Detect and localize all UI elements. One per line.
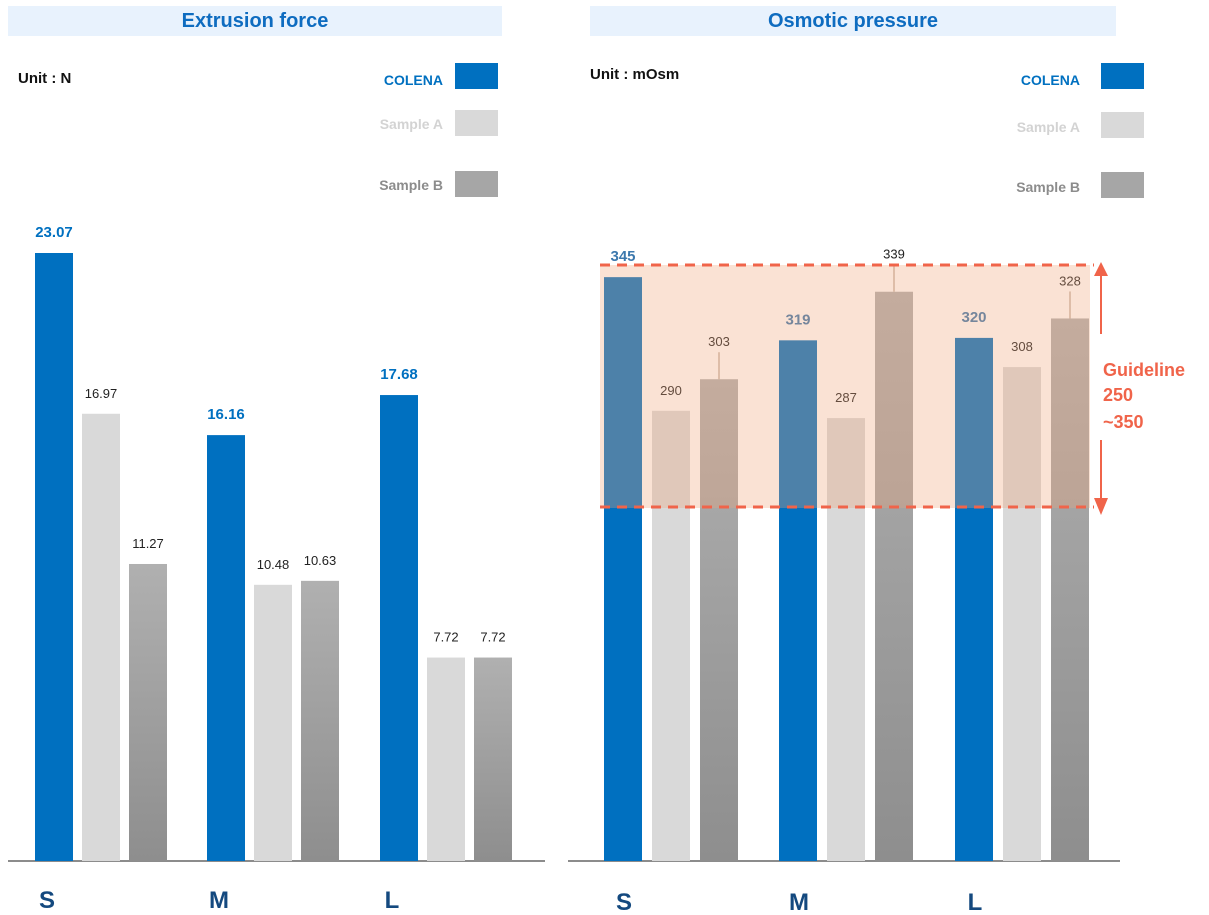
extrusion-bar-colena-s (35, 253, 73, 861)
guideline-text-line-3: ~350 (1103, 412, 1144, 432)
extrusion-label-colena-s: 23.07 (35, 224, 73, 241)
guideline-arrow-down-head (1094, 498, 1108, 515)
osmotic-bar-sample-b-l (1051, 318, 1089, 862)
extrusion-legend-sample-a-swatch (455, 110, 498, 136)
extrusion-label-colena-l: 17.68 (380, 366, 418, 383)
osmotic-label-sample-b-m: 339 (883, 247, 905, 262)
osmotic-legend-sample-a-swatch (1101, 112, 1144, 138)
guideline-text-line-2: 250 (1103, 385, 1133, 405)
extrusion-legend-colena-swatch (455, 63, 498, 89)
osmotic-unit: Unit : mOsm (590, 66, 680, 83)
extrusion-label-sample-a-l: 7.72 (433, 630, 458, 645)
osmotic-label-sample-a-s: 290 (660, 383, 682, 398)
osmotic-bar-colena-s (604, 277, 642, 861)
extrusion-category-s: S (39, 887, 55, 914)
osmotic-label-colena-s: 345 (610, 248, 635, 265)
guideline-annotation: Guideline 250 ~350 (600, 262, 1185, 515)
osmotic-bar-sample-a-m (827, 418, 865, 861)
extrusion-bar-sample-a-s (82, 413, 120, 861)
osmotic-bar-sample-a-s (652, 410, 690, 861)
osmotic-bar-colena-l (955, 337, 993, 861)
extrusion-chart: 23.07 16.97 11.27 S 16.16 10.48 10.63 M 17.68 7.7… (8, 224, 545, 914)
osmotic-bar-colena-m (779, 340, 817, 862)
osmotic-title: Osmotic pressure (590, 6, 1116, 36)
extrusion-legend-sample-a-label: Sample A (379, 116, 443, 132)
extrusion-category-l: L (385, 887, 400, 914)
osmotic-label-colena-l: 320 (961, 309, 986, 326)
extrusion-bar-sample-b-s (129, 563, 167, 861)
osmotic-legend-sample-b-swatch (1101, 172, 1144, 198)
osmotic-category-l: L (968, 889, 983, 915)
extrusion-bar-sample-a-m (254, 584, 292, 861)
extrusion-label-colena-m: 16.16 (207, 406, 245, 423)
osmotic-bar-sample-a-l (1003, 367, 1041, 861)
osmotic-bar-sample-b-m (875, 291, 913, 862)
extrusion-title: Extrusion force (8, 6, 502, 36)
osmotic-label-sample-b-l: 328 (1059, 273, 1081, 288)
osmotic-bar-sample-b-s (700, 379, 738, 861)
osmotic-label-sample-b-s: 303 (708, 334, 730, 349)
extrusion-bar-sample-b-l (474, 657, 512, 861)
extrusion-legend-colena-label: COLENA (383, 72, 443, 88)
guideline-text-line-1: Guideline (1103, 360, 1185, 380)
osmotic-legend-colena-label: COLENA (1020, 72, 1080, 88)
osmotic-legend-colena-swatch (1101, 63, 1144, 89)
extrusion-label-sample-a-m: 10.48 (257, 557, 290, 572)
extrusion-label-sample-b-l: 7.72 (480, 630, 505, 645)
osmotic-label-sample-a-l: 308 (1011, 339, 1033, 354)
osmotic-label-colena-m: 319 (785, 311, 810, 328)
osmotic-category-s: S (616, 889, 632, 915)
extrusion-label-sample-b-m: 10.63 (304, 553, 337, 568)
guideline-band (600, 265, 1090, 508)
guideline-arrow-up-head (1094, 262, 1108, 276)
extrusion-category-m: M (209, 887, 229, 914)
extrusion-legend-sample-b-label: Sample B (379, 177, 443, 193)
extrusion-label-sample-b-s: 11.27 (132, 536, 164, 551)
osmotic-legend-sample-a-label: Sample A (1016, 119, 1080, 135)
osmotic-category-m: M (789, 889, 809, 915)
extrusion-bar-sample-a-l (427, 657, 465, 861)
extrusion-bar-sample-b-m (301, 580, 339, 861)
osmotic-legend-sample-b-label: Sample B (1016, 179, 1080, 195)
extrusion-unit: Unit : N (18, 70, 72, 87)
extrusion-label-sample-a-s: 16.97 (85, 386, 118, 401)
extrusion-bar-colena-m (207, 435, 245, 861)
osmotic-label-sample-a-m: 287 (835, 390, 857, 405)
osmotic-chart: 345 290 303 S 319 287 339 M 320 308 328 L (568, 247, 1120, 915)
extrusion-bar-colena-l (380, 395, 418, 861)
extrusion-legend-sample-b-swatch (455, 171, 498, 197)
